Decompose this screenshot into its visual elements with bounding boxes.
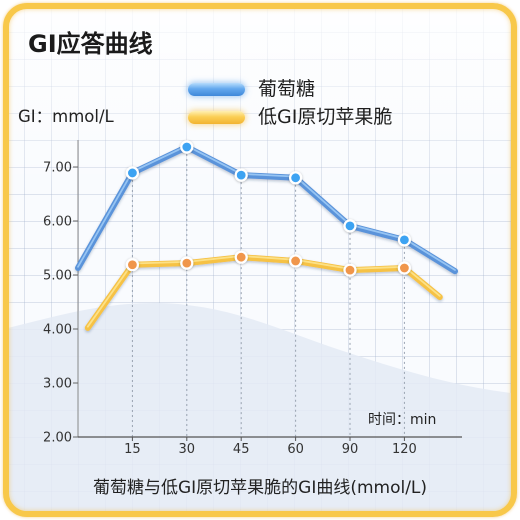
apple-chips-point [289, 254, 303, 268]
apple-chips-point [125, 258, 139, 272]
x-tick-label: 120 [392, 442, 417, 457]
background-wave-shape [3, 302, 517, 517]
y-tick-label: 5.00 [43, 269, 72, 284]
x-tick-label: 30 [179, 442, 196, 457]
glucose-point [125, 166, 139, 180]
apple-chips-line-highlight [86, 255, 441, 328]
legend-label-glucose: 葡萄糖 [258, 78, 316, 100]
y-tick-label: 4.00 [43, 323, 72, 338]
x-tick-label: 45 [233, 442, 250, 457]
chart-caption: 葡萄糖与低GI原切苹果脆的GI曲线(mmol/L) [92, 478, 428, 498]
drop-lines [131, 154, 405, 437]
glucose-point [180, 140, 194, 154]
y-tick-label: 2.00 [43, 431, 72, 446]
y-tick-label: 6.00 [43, 215, 72, 230]
axes: 2.00 3.00 4.00 5.00 6.00 7.00 15 30 45 60 90 120 [43, 140, 462, 457]
x-tick-label: 60 [287, 442, 304, 457]
y-tick-label: 7.00 [43, 161, 72, 176]
x-tick-label: 90 [342, 442, 359, 457]
background-wave [3, 302, 517, 517]
glucose-point [397, 233, 411, 247]
glucose-point [289, 171, 303, 185]
legend-label-apple-chips: 低GI原切苹果脆 [258, 106, 393, 128]
series-points [125, 140, 411, 277]
legend-item-apple-chips: 低GI原切苹果脆 [188, 105, 392, 129]
x-tick-label: 15 [124, 442, 141, 457]
legend-swatch-apple-chips [188, 110, 245, 124]
glucose-point [343, 219, 357, 233]
apple-chips-line [84, 254, 443, 331]
apple-chips-point [234, 250, 248, 264]
x-axis-label: 时间：min [368, 412, 437, 428]
glucose-line [75, 144, 458, 275]
background-fade [3, 3, 517, 193]
apple-chips-point [180, 256, 194, 270]
apple-chips-point [343, 263, 357, 277]
y-axis-label: GI：mmol/L [18, 107, 114, 126]
chart-title: GI应答曲线 [28, 30, 153, 58]
legend-swatch-glucose [188, 82, 245, 96]
glucose-line-highlight [77, 144, 456, 271]
apple-chips-point [397, 261, 411, 275]
glucose-point [234, 168, 248, 182]
series-lines [75, 144, 458, 331]
y-tick-label: 3.00 [43, 377, 72, 392]
legend-item-glucose: 葡萄糖 [188, 77, 315, 101]
